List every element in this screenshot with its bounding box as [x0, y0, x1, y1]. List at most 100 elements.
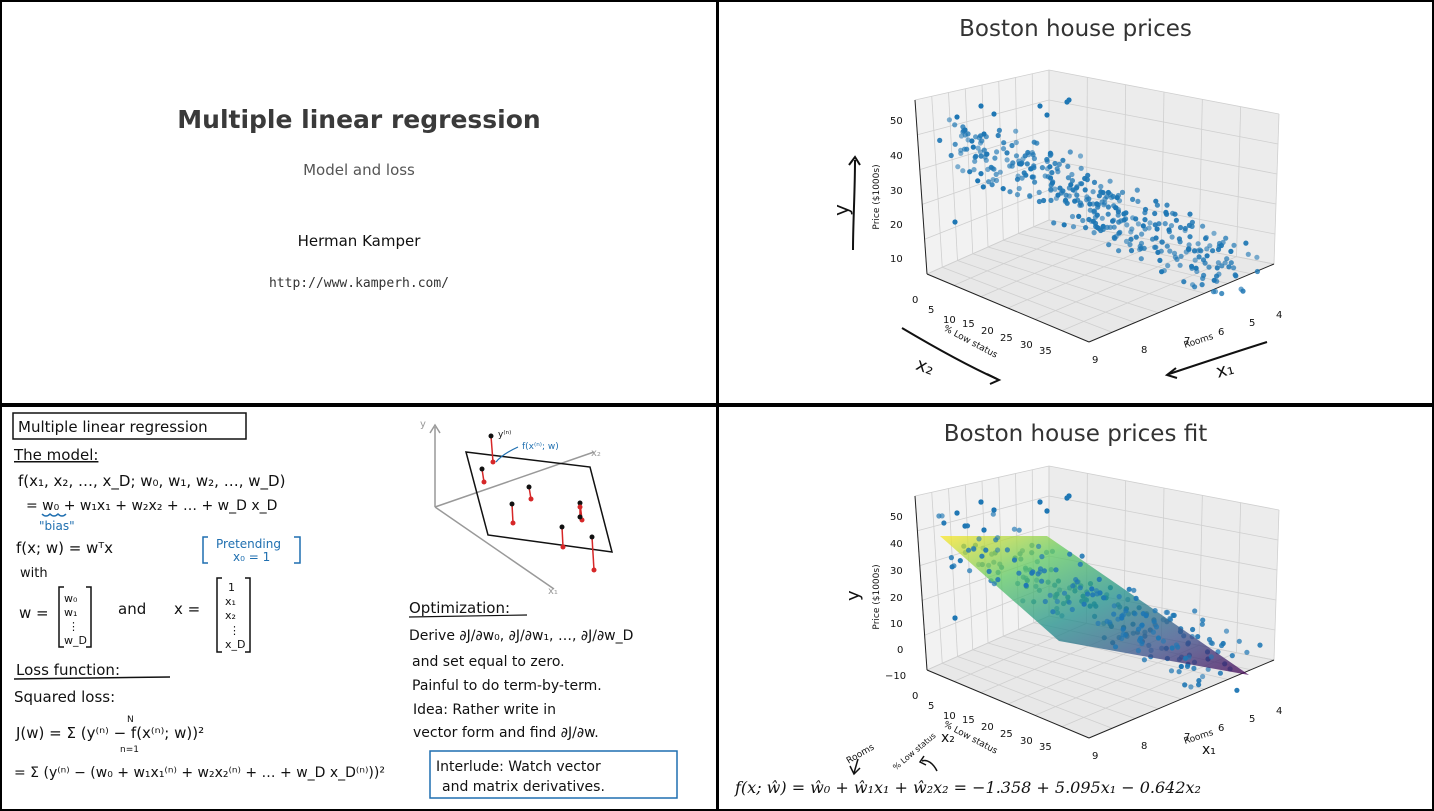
- x2-tick: 10: [943, 711, 956, 722]
- data-point: [1000, 186, 1006, 192]
- vector-model: f(x; w) = wᵀx: [16, 539, 113, 557]
- data-point: [1167, 248, 1173, 254]
- data-point: [1074, 579, 1080, 585]
- z-tick: 10: [890, 619, 903, 630]
- z-tick: 40: [890, 539, 903, 550]
- data-point: [1031, 155, 1037, 162]
- x1-tick: 7: [1184, 732, 1190, 743]
- scatter-points-front: [941, 493, 1250, 693]
- data-point: [991, 111, 997, 117]
- data-point: [1135, 648, 1141, 654]
- data-point: [1024, 161, 1030, 167]
- data-point: [1187, 211, 1193, 217]
- data-point: [1097, 590, 1103, 596]
- data-point: [1188, 684, 1194, 690]
- data-point: [995, 547, 1001, 553]
- data-point: [1069, 606, 1075, 613]
- data-point: [1199, 621, 1205, 627]
- data-point: [1257, 642, 1263, 648]
- data-point: [1243, 240, 1249, 246]
- data-point: [1189, 223, 1195, 229]
- data-point: [1212, 288, 1219, 295]
- data-point: [1176, 236, 1182, 242]
- data-point: [966, 547, 972, 553]
- data-point: [1007, 189, 1013, 195]
- observed-point: [488, 433, 494, 439]
- data-point: [978, 153, 984, 159]
- data-point: [1204, 253, 1210, 259]
- data-point: [1222, 260, 1228, 266]
- data-point: [1047, 152, 1053, 158]
- data-point: [1135, 198, 1141, 204]
- data-point: [1175, 644, 1181, 650]
- predicted-point: [591, 567, 597, 573]
- data-point: [973, 153, 979, 159]
- data-point: [1214, 278, 1220, 284]
- data-point: [1061, 590, 1068, 596]
- data-point: [1013, 139, 1019, 146]
- data-point: [1231, 242, 1237, 248]
- fit-slide: Boston house prices fit 50 40 30 20 10 0…: [719, 407, 1432, 809]
- data-point: [989, 182, 995, 188]
- sum-top: N: [127, 715, 134, 725]
- data-point: [1098, 183, 1104, 190]
- z-axis-label: Price ($1000s): [872, 164, 882, 229]
- data-point: [941, 520, 947, 526]
- data-point: [980, 184, 986, 190]
- data-point: [1142, 206, 1149, 213]
- diagram-yn: y⁽ⁿ⁾: [498, 430, 511, 440]
- data-point: [1219, 290, 1225, 297]
- x2-tick: 35: [1039, 742, 1052, 753]
- observed-point: [559, 524, 565, 530]
- data-point: [1196, 682, 1202, 688]
- data-point: [1119, 635, 1125, 642]
- data-point: [1015, 173, 1021, 179]
- data-point: [1039, 578, 1045, 584]
- data-point: [1123, 238, 1130, 244]
- data-point: [952, 141, 958, 147]
- data-point: [1169, 234, 1175, 240]
- data-point: [1168, 668, 1175, 674]
- data-point: [1081, 601, 1087, 607]
- z-ticks: 50 40 30 20 10 0 −10: [885, 512, 906, 682]
- data-point: [1023, 582, 1029, 588]
- data-point: [991, 581, 997, 587]
- data-point: [1163, 209, 1169, 215]
- data-point: [958, 133, 965, 139]
- x2-tick: 35: [1039, 346, 1052, 357]
- z-tick: 50: [890, 116, 903, 127]
- data-point: [1034, 140, 1040, 146]
- observed-point: [509, 501, 515, 507]
- data-point: [1110, 193, 1116, 200]
- data-point: [986, 568, 992, 574]
- gridline: [1273, 113, 1280, 265]
- x2-tick: 5: [928, 701, 934, 712]
- data-point: [1166, 227, 1172, 233]
- x2-ticks: 0 5 10 15 20 25 30 35: [912, 295, 1052, 357]
- data-point: [1083, 225, 1089, 231]
- data-point: [1105, 204, 1111, 210]
- data-point: [967, 169, 973, 175]
- data-point: [1048, 182, 1054, 188]
- gridline: [926, 615, 1050, 671]
- data-point: [1041, 197, 1047, 204]
- gridline: [917, 495, 1050, 532]
- data-point: [1000, 146, 1007, 152]
- annot-y: y: [829, 204, 853, 216]
- data-point: [1174, 256, 1180, 262]
- data-point: [1053, 195, 1059, 201]
- data-point: [1092, 214, 1098, 220]
- scatter-slide: Boston house prices 50 40 30 20 10 Price…: [719, 2, 1432, 403]
- data-point: [1115, 616, 1121, 622]
- predicted-point: [528, 496, 534, 502]
- opt-line1: Derive ∂J/∂w₀, ∂J/∂w₁, …, ∂J/∂w_D: [409, 628, 633, 644]
- gridline: [1048, 495, 1279, 541]
- x1-tick: 9: [1092, 751, 1098, 762]
- data-point: [1164, 609, 1170, 615]
- data-point: [1153, 624, 1160, 630]
- data-point: [1095, 204, 1101, 210]
- data-point: [1173, 217, 1179, 223]
- data-point: [1064, 495, 1070, 501]
- data-point: [1123, 608, 1129, 614]
- data-point: [1116, 198, 1123, 204]
